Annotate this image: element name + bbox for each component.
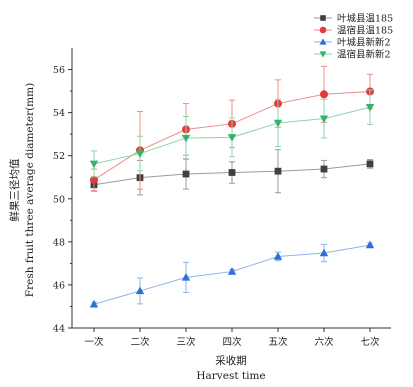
data-point (227, 267, 237, 275)
series-layer (89, 65, 375, 308)
data-point (365, 240, 375, 249)
x-tick-label: 六次 (314, 336, 334, 348)
y-axis-title-en: Fresh fruit three average diameter(mm) (24, 83, 36, 297)
legend-marker (319, 26, 327, 34)
data-point (227, 134, 237, 142)
legend-label: 温宿县温185 (337, 25, 393, 37)
x-axis: 一次 二次 三次 四次 五次 六次 七次 (84, 328, 380, 348)
data-point (90, 175, 98, 184)
y-axis: 44 46 48 50 52 54 56 (53, 65, 72, 335)
x-tick-label: 一次 (84, 336, 104, 348)
data-point (89, 299, 99, 308)
y-tick-label: 48 (53, 237, 65, 248)
series-4 (89, 89, 375, 178)
y-tick-label: 54 (53, 108, 65, 119)
legend-label: 叶城县温185 (337, 14, 393, 25)
x-tick-label: 四次 (222, 336, 242, 348)
x-axis-title-cn: 采收期 (215, 354, 247, 367)
legend-entry: 温宿县新新2 (314, 49, 391, 61)
y-tick-label: 44 (53, 324, 65, 335)
data-point (319, 248, 329, 257)
data-point (274, 167, 282, 175)
legend-entry: 叶城县新新2 (314, 37, 391, 49)
x-axis-title-en: Harvest time (196, 370, 265, 382)
data-point (366, 160, 374, 168)
plot-area (71, 48, 391, 329)
y-tick-label: 50 (53, 194, 65, 205)
y-tick-label: 56 (53, 65, 65, 76)
data-point (181, 272, 191, 281)
data-point (365, 104, 375, 112)
data-point (181, 134, 191, 143)
data-point (135, 286, 145, 295)
data-point (320, 90, 328, 99)
data-point (273, 252, 283, 260)
x-tick-label: 五次 (268, 336, 288, 348)
x-tick-label: 三次 (176, 336, 196, 348)
y-axis-title-cn: 鲜果三径均值 (8, 158, 21, 221)
legend-entry: 温宿县温185 (314, 25, 393, 37)
y-tick-label: 46 (53, 280, 65, 291)
series-3 (89, 240, 375, 308)
x-tick-label: 二次 (130, 336, 150, 348)
data-point (228, 169, 236, 176)
legend-label: 温宿县新新2 (337, 49, 391, 61)
legend-entry: 叶城县温185 (314, 14, 393, 25)
legend-marker (319, 51, 327, 58)
x-tick-label: 七次 (360, 336, 380, 348)
data-point (320, 165, 328, 173)
legend-marker (319, 38, 327, 45)
data-point (182, 170, 190, 178)
data-point (89, 160, 99, 169)
data-point (319, 115, 329, 124)
legend-marker (320, 15, 326, 21)
y-tick-label: 52 (53, 151, 65, 162)
data-point (135, 150, 145, 158)
data-point (273, 119, 283, 128)
legend-label: 叶城县新新2 (337, 37, 391, 49)
